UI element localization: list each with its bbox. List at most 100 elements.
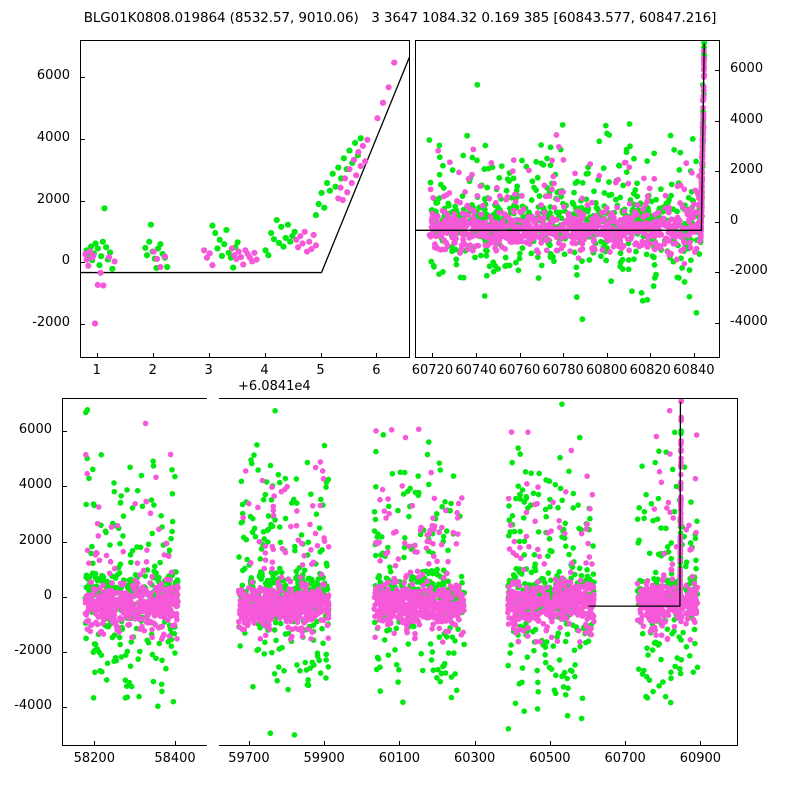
data-point-green [325,476,332,483]
ytick-mark-zoom-0 [80,324,85,326]
data-point-magenta [249,579,255,585]
data-point-green [99,238,106,245]
data-point-green [372,516,379,523]
data-point-green [619,266,626,272]
data-point-magenta [401,601,408,608]
ytick-mark-season-1 [715,272,720,274]
data-point-green [645,652,651,658]
data-point-magenta [526,231,533,238]
data-point-magenta [490,234,496,241]
data-point-magenta [559,235,566,241]
data-point-magenta [610,243,617,250]
data-point-magenta [96,504,102,510]
data-point-magenta [441,575,447,581]
data-point-magenta [386,510,392,517]
data-point-magenta [436,590,443,597]
data-point-magenta [412,542,418,549]
data-point-green [542,580,548,586]
data-point-magenta [139,623,145,630]
data-point-magenta [85,617,92,624]
data-point-green [284,221,292,228]
data-point-green [270,236,278,243]
data-point-magenta [538,240,545,246]
data-point-magenta [541,209,548,216]
data-point-magenta [441,219,448,226]
data-point-green [655,495,662,502]
data-point-magenta [662,192,669,199]
data-point-green [513,565,520,572]
data-point-green [556,657,563,663]
data-point-green [643,673,650,680]
data-point-magenta [97,269,104,276]
data-point-magenta [450,226,457,233]
data-point-green [94,245,101,252]
data-point-magenta [147,580,153,586]
data-point-green [263,479,270,485]
data-point-green [535,679,541,686]
data-point-magenta [445,597,451,604]
data-point-green [288,500,295,506]
data-point-magenta [240,261,247,268]
data-point-green [136,648,143,655]
data-point-magenta [269,543,276,550]
data-point-magenta [454,515,461,521]
ytick-mark-zoom-4 [80,77,85,79]
data-point-magenta [618,245,625,251]
data-point-magenta [436,529,443,536]
data-point-green [272,408,278,414]
data-point-magenta [401,580,407,586]
data-point-magenta [464,246,471,253]
data-point-green [617,194,624,201]
data-point-green [516,538,523,545]
data-point-magenta [109,580,115,586]
data-point-magenta [507,216,514,223]
data-point-green [689,136,696,142]
data-point-green [98,652,105,659]
data-point-magenta [289,633,295,640]
data-point-magenta [114,589,121,596]
data-point-magenta [132,500,138,507]
data-point-green [440,268,446,275]
data-point-green [313,511,320,517]
data-point-magenta [149,573,155,580]
data-point-green [396,666,402,673]
data-point-green [149,530,156,537]
data-point-magenta [476,229,483,236]
data-point-green [117,641,123,648]
data-point-magenta [469,219,476,225]
data-point-green [662,693,669,700]
data-point-green [571,189,577,196]
data-point-magenta [531,234,538,241]
data-point-green [371,509,378,515]
data-point-green [427,179,434,186]
data-point-magenta [299,562,306,568]
data-point-green [293,476,300,482]
panel-full-lightcurve [62,398,738,746]
data-point-magenta [253,256,260,263]
xtick-label-zoom-1: 2 [148,363,157,378]
data-point-magenta [256,538,263,545]
data-point-green [515,445,521,451]
data-point-green [377,688,384,694]
data-point-green [392,647,398,653]
data-point-green [440,582,447,588]
data-point-magenta [407,615,414,621]
data-point-magenta [240,615,246,621]
data-point-magenta [173,603,180,610]
data-point-green [371,528,378,534]
data-point-magenta [311,597,317,604]
data-point-magenta [228,245,236,252]
data-point-magenta [412,635,418,642]
data-point-magenta [377,558,384,564]
data-point-magenta [439,639,446,645]
data-point-magenta [662,205,669,212]
ytick-label-zoom-2: 2000 [36,191,70,207]
data-point-green [240,534,247,541]
data-point-green [481,166,488,172]
data-point-green [269,649,275,656]
data-point-green [643,693,649,700]
data-point-magenta [677,200,684,206]
xtick-mark-season-3 [563,353,565,358]
data-point-green [281,668,287,674]
data-point-green [88,550,94,557]
